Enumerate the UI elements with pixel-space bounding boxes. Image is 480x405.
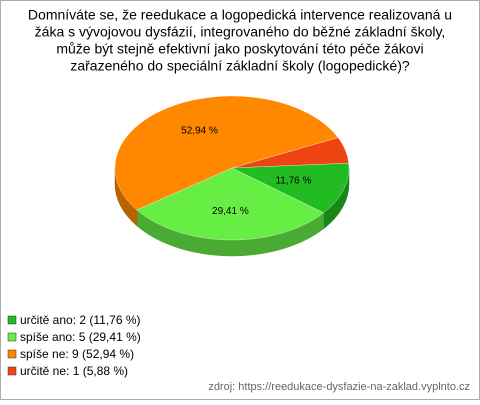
value-label: 11,76 %	[275, 176, 311, 187]
value-label: 29,41 %	[212, 206, 249, 217]
chart-title: žáka s vývojovou dysfázií, integrovaného…	[35, 24, 446, 40]
legend-swatch	[7, 332, 17, 342]
slice	[136, 167, 324, 241]
chart-title: zařazeného do speciální základní školy (…	[70, 58, 410, 74]
legend-swatch	[7, 315, 17, 325]
chart-title: může být stejně efektivní jako poskytová…	[56, 41, 423, 57]
legend-label: spíše ano: 5 (29,41 %)	[20, 330, 141, 344]
legend-label: určitě ano: 2 (11,76 %)	[20, 313, 141, 327]
slice	[231, 163, 350, 214]
legend-label: určitě ne: 1 (5,88 %)	[20, 364, 128, 378]
legend-swatch	[7, 349, 17, 359]
source: zdroj: https://reedukace-dysfazie-na-zak…	[208, 381, 470, 393]
legend-label: spíše ne: 9 (52,94 %)	[20, 347, 134, 361]
legend-swatch	[7, 366, 17, 376]
value-label: 52,94 %	[181, 125, 218, 136]
chart-title: Domníváte se, že reedukace a logopedická…	[28, 7, 452, 23]
slice	[114, 95, 339, 211]
